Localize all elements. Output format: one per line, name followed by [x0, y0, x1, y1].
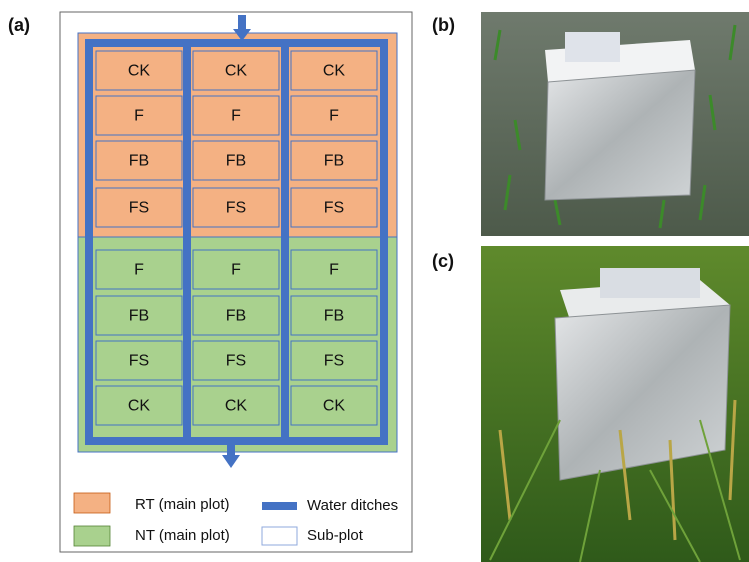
chamber: [545, 70, 695, 200]
sub-plot-label: F: [329, 108, 339, 125]
sub-plot-label: FS: [226, 353, 246, 370]
panel-b: (b): [432, 12, 749, 236]
sub-plot-label: FB: [129, 308, 149, 325]
chamber: [555, 305, 730, 480]
sub-plot-label: FS: [324, 353, 344, 370]
legend-label: Sub-plot: [307, 527, 364, 544]
legend: RT (main plot) NT (main plot) Water ditc…: [74, 493, 398, 546]
sub-plot-label: F: [134, 108, 144, 125]
legend-swatch: [74, 526, 110, 546]
sub-plot-label: CK: [128, 63, 151, 80]
sub-plot-label: FS: [129, 353, 149, 370]
bags: [600, 268, 700, 298]
sub-plot-label: CK: [323, 398, 346, 415]
sub-plot-label: F: [231, 262, 241, 279]
legend-swatch: [262, 502, 297, 510]
bags: [565, 32, 620, 62]
sub-plot-label: FS: [324, 200, 344, 217]
sub-plot-label: CK: [128, 398, 151, 415]
sub-plot-label: FB: [129, 153, 149, 170]
sub-plot-label: F: [134, 262, 144, 279]
sub-plot-label: CK: [225, 63, 248, 80]
legend-label: Water ditches: [307, 497, 398, 514]
panel-c: (c): [432, 246, 749, 562]
page: (a) CK CK CK F F F FB FB FB FS FS FS F F F FB FB FB FS FS FS…: [0, 0, 749, 562]
sub-plot-label: FB: [226, 308, 246, 325]
sub-plot-label: CK: [225, 398, 248, 415]
panel-a: (a) CK CK CK F F F FB FB FB FS FS FS F F F FB FB FB FS FS FS…: [8, 12, 412, 552]
sub-plot-label: FB: [226, 153, 246, 170]
panel-label: (b): [432, 15, 455, 35]
legend-label: NT (main plot): [135, 527, 230, 544]
sub-plot-label: CK: [323, 63, 346, 80]
figure: (a) CK CK CK F F F FB FB FB FS FS FS F F F FB FB FB FS FS FS…: [0, 0, 749, 562]
panel-label: (a): [8, 15, 30, 35]
sub-plot-label: FS: [226, 200, 246, 217]
panel-label: (c): [432, 251, 454, 271]
sub-plot-label: F: [329, 262, 339, 279]
legend-label: RT (main plot): [135, 496, 229, 513]
sub-plot-label: FS: [129, 200, 149, 217]
legend-swatch: [74, 493, 110, 513]
sub-plot-label: FB: [324, 153, 344, 170]
sub-plot-label: F: [231, 108, 241, 125]
sub-plot-label: FB: [324, 308, 344, 325]
legend-swatch: [262, 527, 297, 545]
